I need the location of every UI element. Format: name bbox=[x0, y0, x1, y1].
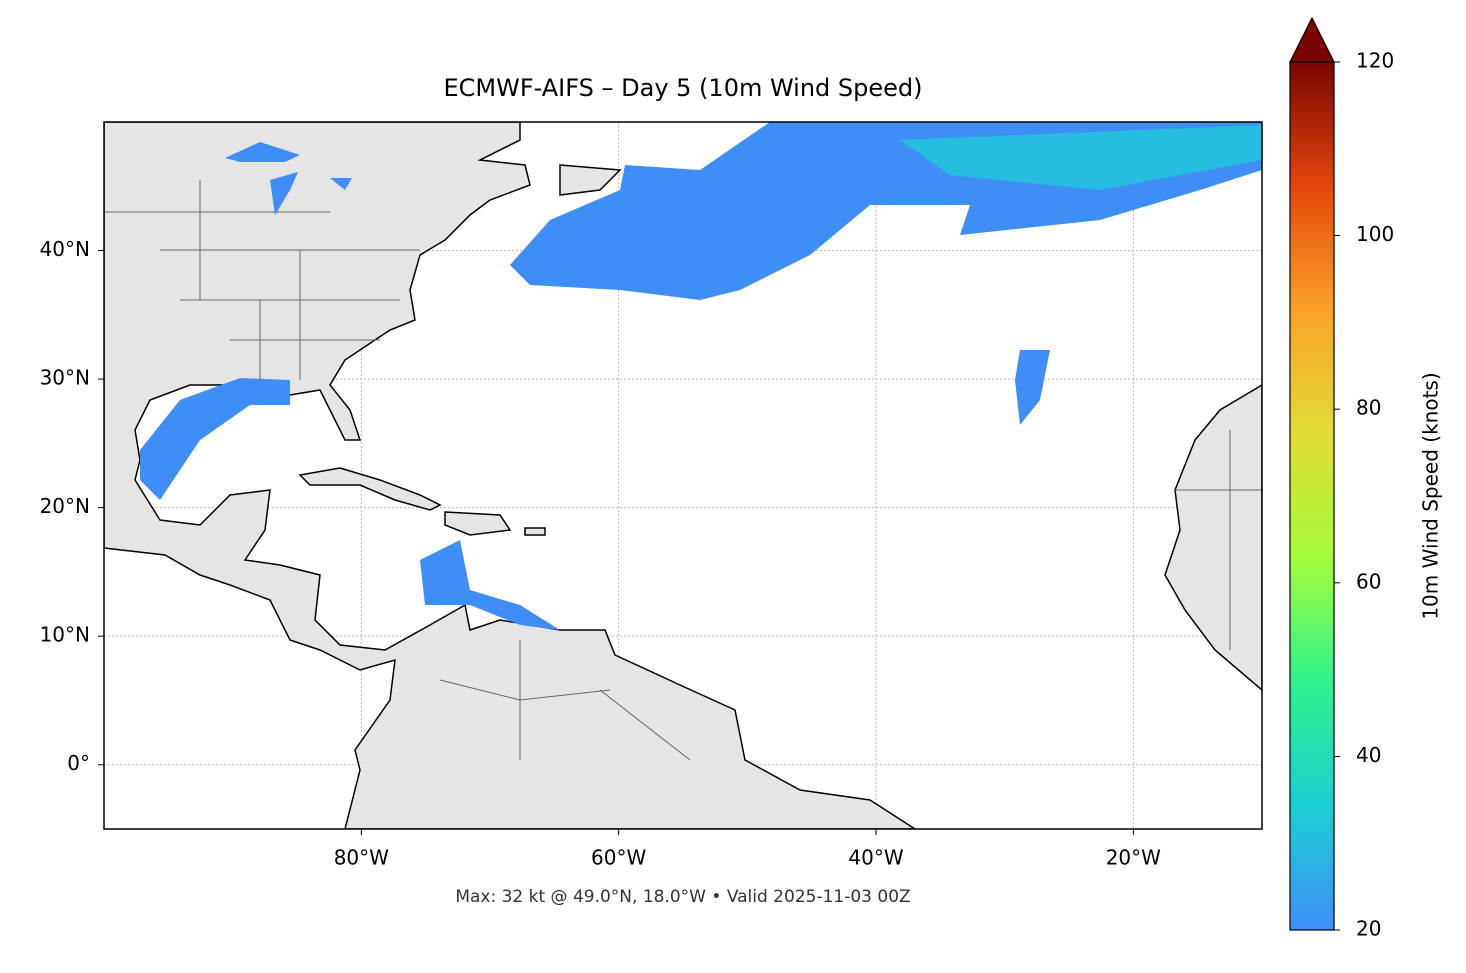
land-layer bbox=[104, 122, 1262, 829]
y-tick-label: 0° bbox=[67, 751, 90, 775]
newfoundland bbox=[559, 164, 622, 196]
wind-area bbox=[420, 540, 560, 630]
americas bbox=[104, 122, 917, 829]
colorbar-tick-label: 40 bbox=[1356, 743, 1381, 767]
wind-area bbox=[225, 142, 352, 215]
colorbar-tick-label: 80 bbox=[1356, 396, 1381, 420]
colorbar-tick-label: 60 bbox=[1356, 569, 1381, 593]
wind-core bbox=[900, 125, 1262, 190]
colorbar-tick-label: 120 bbox=[1356, 49, 1394, 73]
puerto-rico bbox=[524, 527, 546, 536]
x-tick-label: 40°W bbox=[848, 846, 903, 870]
y-tick-label: 30°N bbox=[40, 366, 90, 390]
map-footer: Max: 32 kt @ 49.0°N, 18.0°W • Valid 2025… bbox=[455, 887, 910, 907]
map-frame bbox=[103, 121, 1263, 830]
y-tick-label: 10°N bbox=[40, 623, 90, 647]
x-tick-label: 60°W bbox=[591, 846, 646, 870]
africa bbox=[1164, 384, 1262, 691]
map-title: ECMWF-AIFS – Day 5 (10m Wind Speed) bbox=[443, 74, 922, 102]
hispaniola bbox=[444, 511, 512, 536]
colorbar-label: 10m Wind Speed (knots) bbox=[1419, 372, 1443, 619]
wind-layer bbox=[140, 122, 1262, 630]
borders bbox=[104, 180, 1262, 761]
y-tick-label: 40°N bbox=[40, 237, 90, 261]
colorbar bbox=[1289, 61, 1335, 931]
cuba bbox=[298, 467, 442, 511]
wind-area bbox=[140, 378, 290, 500]
x-tick-label: 80°W bbox=[334, 846, 389, 870]
colorbar-tick-label: 100 bbox=[1356, 222, 1394, 246]
colorbar-extend bbox=[1289, 16, 1335, 63]
colorbar-tick-label: 20 bbox=[1356, 917, 1381, 941]
y-tick-label: 20°N bbox=[40, 494, 90, 518]
wind-area bbox=[1015, 350, 1050, 425]
x-tick-label: 20°W bbox=[1106, 846, 1161, 870]
